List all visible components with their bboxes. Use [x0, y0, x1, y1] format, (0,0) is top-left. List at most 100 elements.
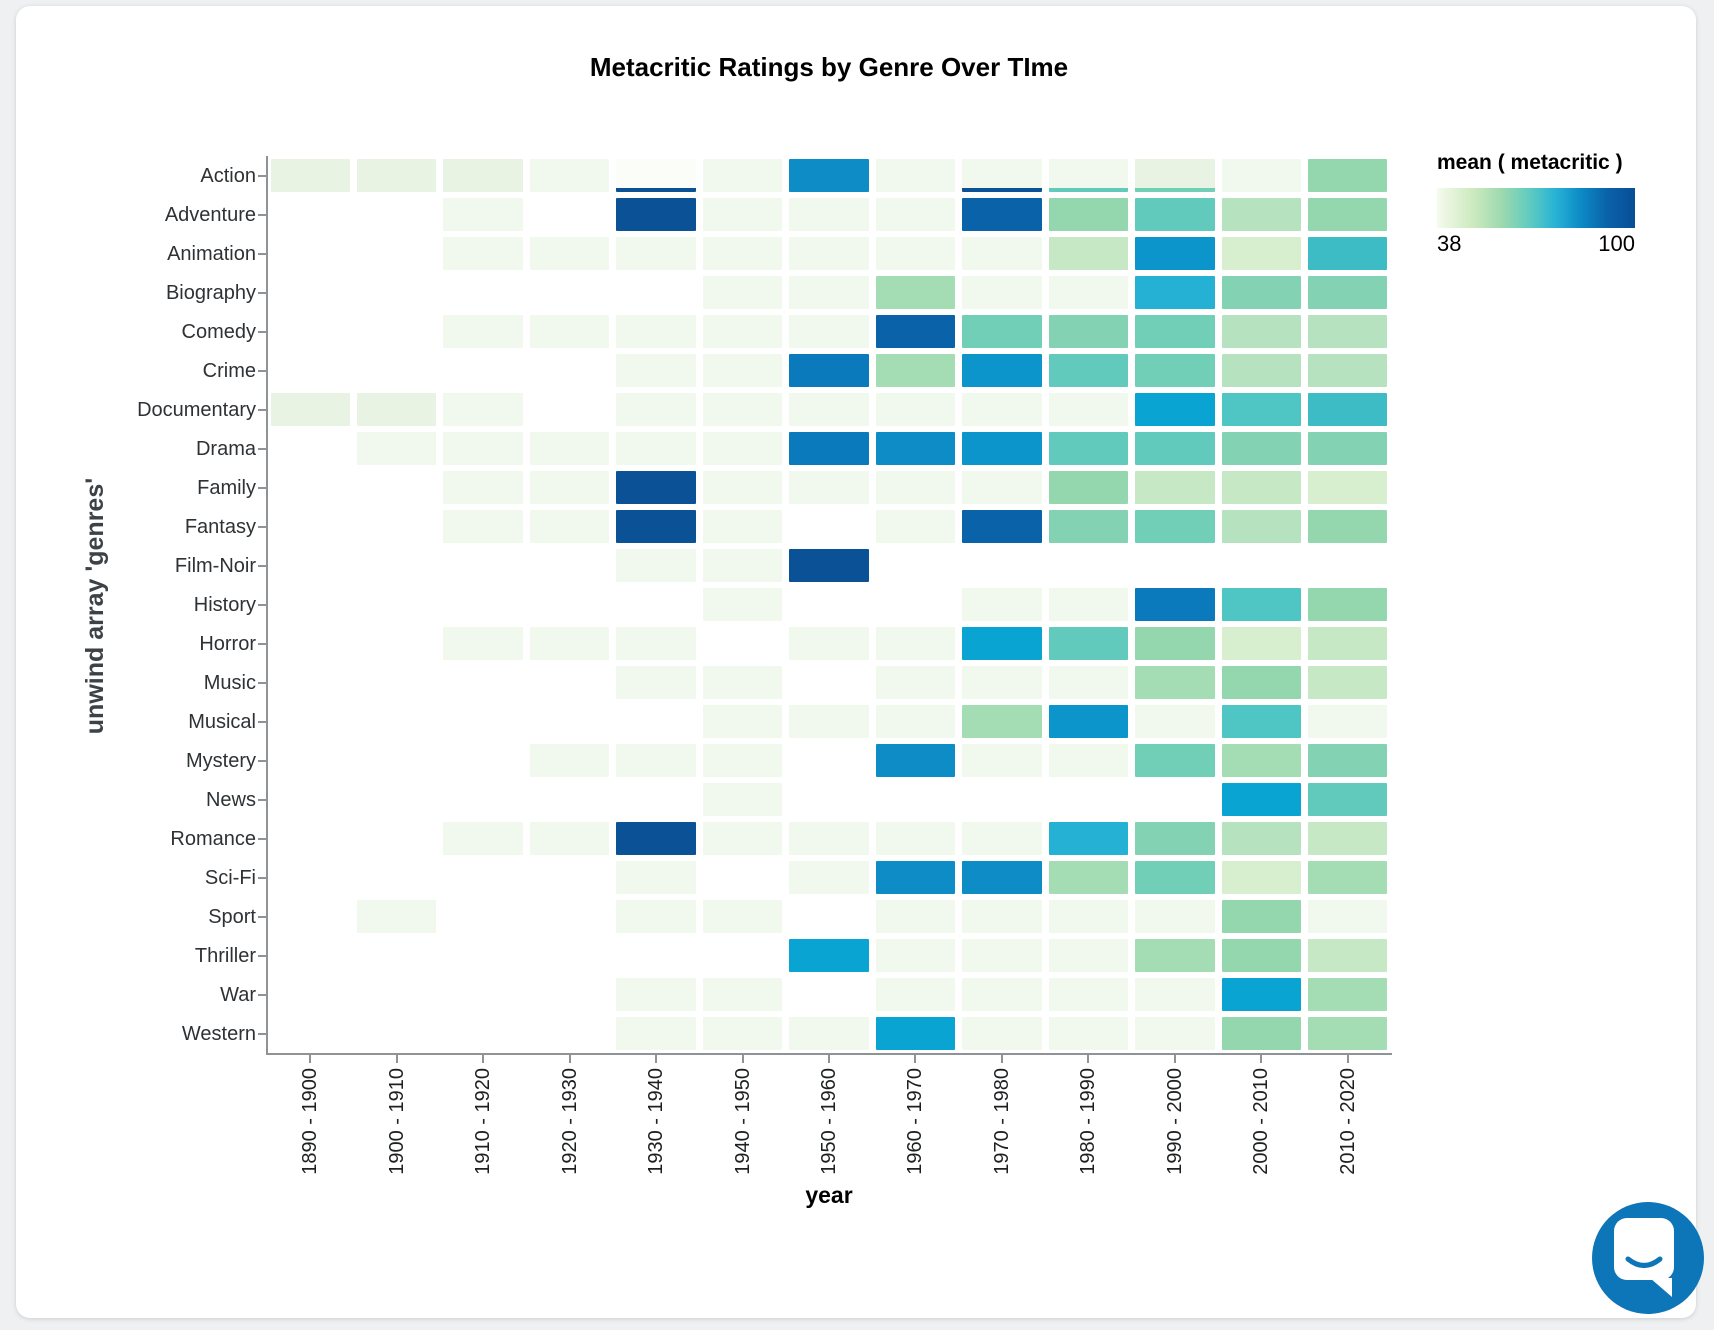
heatmap-cell — [1221, 1016, 1302, 1050]
heatmap-cell — [529, 821, 610, 855]
y-tick-mark — [258, 642, 267, 645]
y-tick-mark — [258, 330, 267, 333]
heatmap-cell — [1308, 197, 1388, 231]
heatmap-cell — [789, 158, 869, 192]
heatmap-cell — [1048, 938, 1129, 972]
chat-launcher-button[interactable] — [1592, 1202, 1704, 1314]
heatmap-cell — [789, 626, 869, 660]
heatmap-cell — [1308, 431, 1388, 465]
heatmap-cell — [529, 743, 610, 777]
legend-gradient — [1437, 188, 1635, 228]
x-tick-mark — [482, 1054, 485, 1063]
x-tick-label: 2000 - 2010 — [1250, 1068, 1273, 1175]
heatmap-cell — [702, 158, 783, 192]
heatmap-cell — [1135, 353, 1215, 387]
y-axis-line — [266, 156, 268, 1055]
x-tick-label: 1910 - 1920 — [472, 1068, 495, 1175]
heatmap-cell — [1135, 431, 1215, 465]
heatmap-cell — [616, 314, 696, 348]
heatmap-cell — [702, 236, 783, 270]
heatmap-cell — [1135, 704, 1215, 738]
heatmap-cell — [962, 314, 1042, 348]
heatmap-cell — [789, 197, 869, 231]
y-tick-mark — [258, 876, 267, 879]
heatmap-cell — [270, 158, 350, 192]
y-tick-mark — [258, 993, 267, 996]
y-tick-label: Animation — [167, 242, 256, 265]
heatmap-cell — [529, 431, 610, 465]
x-axis-title: year — [805, 1182, 853, 1208]
heatmap-cell — [875, 509, 956, 543]
heatmap-cell — [1135, 587, 1215, 621]
heatmap-cell — [1048, 704, 1129, 738]
heatmap-cell — [1048, 236, 1129, 270]
heatmap-cell — [702, 743, 783, 777]
chart-title: Metacritic Ratings by Genre Over TIme — [589, 52, 1069, 82]
x-tick-label: 1980 - 1990 — [1077, 1068, 1100, 1175]
y-tick-mark — [258, 798, 267, 801]
heatmap-cell — [875, 860, 956, 894]
heatmap-cell — [1048, 392, 1129, 426]
heatmap-cell — [702, 470, 783, 504]
heatmap-cell — [1048, 860, 1129, 894]
heatmap-cell — [962, 626, 1042, 660]
heatmap-cell — [270, 392, 350, 426]
heatmap-cell — [616, 821, 696, 855]
heatmap-cell — [962, 1016, 1042, 1050]
heatmap-cell — [1135, 1016, 1215, 1050]
heatmap-cell — [1048, 314, 1129, 348]
heatmap-cell — [1221, 314, 1302, 348]
heatmap-cell — [1221, 782, 1302, 816]
heatmap-cell — [1221, 665, 1302, 699]
heatmap-cell — [1048, 626, 1129, 660]
heatmap-cell — [702, 782, 783, 816]
y-tick-mark — [258, 525, 267, 528]
heatmap-cell — [1221, 431, 1302, 465]
heatmap-cell — [1135, 236, 1215, 270]
heatmap-cell — [1221, 704, 1302, 738]
heatmap-cell — [1308, 821, 1388, 855]
legend-min-label: 38 — [1437, 231, 1462, 256]
heatmap-cell — [616, 665, 696, 699]
heatmap-cell — [443, 626, 523, 660]
heatmap-cell — [1135, 392, 1215, 426]
heatmap-cell — [875, 938, 956, 972]
heatmap-cell — [616, 431, 696, 465]
heatmap-cell — [616, 509, 696, 543]
legend-max-label: 100 — [1598, 231, 1635, 256]
heatmap-cell — [443, 158, 523, 192]
heatmap-cell — [1221, 860, 1302, 894]
heatmap-cell — [616, 977, 696, 1011]
heatmap-cell — [1048, 197, 1129, 231]
heatmap-cell — [1135, 821, 1215, 855]
heatmap-cell — [1221, 743, 1302, 777]
heatmap-cell — [702, 548, 783, 582]
heatmap-cell — [702, 392, 783, 426]
heatmap-cell — [529, 158, 610, 192]
heatmap-cell — [962, 938, 1042, 972]
heatmap-cell — [1308, 626, 1388, 660]
y-tick-label: Sci-Fi — [204, 866, 256, 889]
heatmap-cell — [1135, 977, 1215, 1011]
x-tick-mark — [655, 1054, 658, 1063]
heatmap-cell — [962, 704, 1042, 738]
heatmap-cell — [529, 470, 610, 504]
y-tick-label: Mystery — [186, 749, 256, 772]
heatmap-cell — [789, 548, 869, 582]
y-tick-label: Horror — [199, 632, 256, 655]
y-tick-label: Fantasy — [184, 515, 256, 538]
heatmap-cell — [529, 626, 610, 660]
heatmap-cell — [443, 197, 523, 231]
heatmap-cell — [1221, 353, 1302, 387]
heatmap-cell — [443, 821, 523, 855]
x-tick-mark — [1087, 1054, 1090, 1063]
heatmap-cell — [1221, 821, 1302, 855]
heatmap-cell — [962, 665, 1042, 699]
heatmap-cell — [529, 314, 610, 348]
x-tick-label: 1990 - 2000 — [1163, 1068, 1186, 1175]
y-tick-label: Family — [197, 476, 256, 499]
heatmap-cell — [875, 470, 956, 504]
heatmap-cell — [962, 197, 1042, 231]
heatmap-cell — [1221, 470, 1302, 504]
